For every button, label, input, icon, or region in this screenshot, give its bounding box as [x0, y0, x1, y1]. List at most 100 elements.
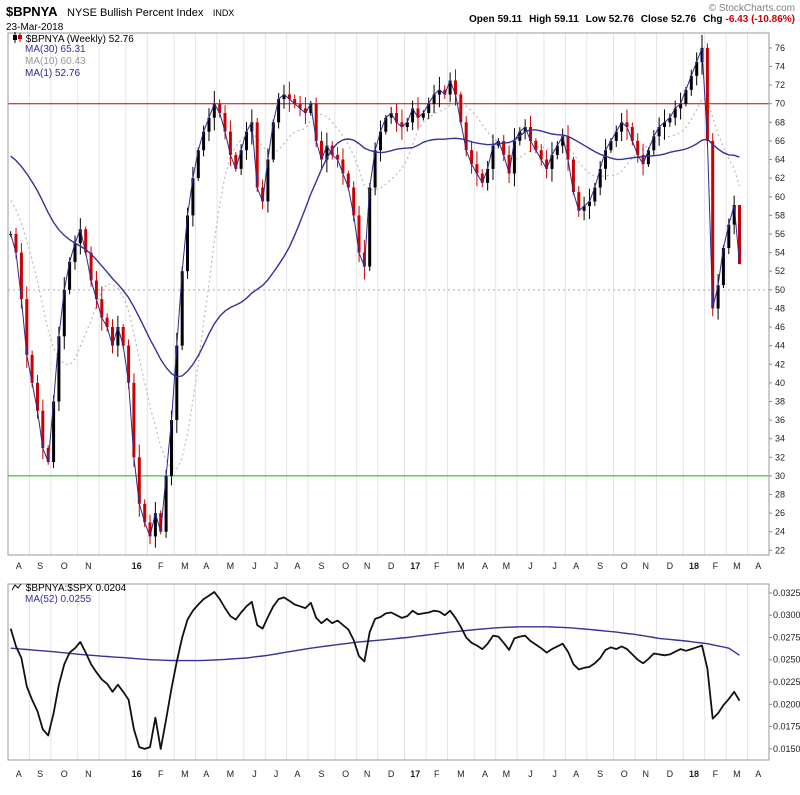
- svg-text:76: 76: [775, 43, 785, 53]
- svg-text:68: 68: [775, 117, 785, 127]
- svg-text:O: O: [61, 769, 68, 779]
- y-axis-labels: 22 24 26 28 30 32 34 36 38 40 42 44 46 48 50 52 54 56 58 60…: [769, 43, 785, 555]
- svg-text:F: F: [434, 769, 440, 779]
- month-gridlines: [28, 584, 749, 760]
- svg-text:M: M: [503, 561, 511, 571]
- candlesticks: [9, 35, 741, 548]
- exchange-label: INDX: [212, 8, 235, 18]
- svg-text:62: 62: [775, 173, 785, 183]
- svg-text:44: 44: [775, 341, 785, 351]
- svg-text:40: 40: [775, 378, 785, 388]
- svg-text:28: 28: [775, 490, 785, 500]
- chart-date: 23-Mar-2018: [6, 22, 64, 33]
- svg-text:F: F: [434, 561, 440, 571]
- svg-text:A: A: [482, 769, 488, 779]
- index-name: NYSE Bullish Percent Index: [67, 7, 204, 19]
- close-label: Close: [640, 14, 669, 25]
- x-axis-labels: A S O N 16 F M A M J J A S O N D 17 F M A M J J A S O N D 18 F M A: [16, 561, 762, 571]
- svg-text:J: J: [528, 769, 533, 779]
- svg-text:D: D: [667, 561, 674, 571]
- svg-text:A: A: [482, 561, 488, 571]
- ma1-close-line: [10, 47, 740, 539]
- svg-text:D: D: [667, 769, 674, 779]
- svg-text:16: 16: [132, 769, 142, 779]
- svg-text:34: 34: [775, 434, 785, 444]
- ratio-line: [9, 591, 741, 750]
- chg-label: Chg: [703, 14, 723, 25]
- svg-text:S: S: [319, 561, 325, 571]
- svg-text:A: A: [755, 561, 761, 571]
- stockcharts-copyright: © StockCharts.com: [708, 3, 795, 14]
- svg-text:0.0225: 0.0225: [773, 677, 800, 687]
- plot-border: [7, 32, 770, 556]
- symbol-ticker: $BPNYA: [6, 4, 58, 19]
- svg-text:F: F: [158, 769, 164, 779]
- svg-text:22: 22: [775, 545, 785, 555]
- svg-text:O: O: [342, 769, 349, 779]
- svg-text:O: O: [621, 561, 628, 571]
- svg-text:74: 74: [775, 61, 785, 71]
- open-value: 59.11: [497, 14, 523, 25]
- plot-background: [8, 33, 769, 555]
- svg-text:18: 18: [689, 769, 699, 779]
- svg-text:O: O: [61, 561, 68, 571]
- high-value: 59.11: [554, 14, 579, 25]
- svg-text:M: M: [457, 561, 465, 571]
- main-chart-svg: 22 24 26 28 30 32 34 36 38 40 42 44 46 48 50 52 54 56 58 60…: [7, 32, 785, 571]
- svg-text:J: J: [552, 561, 557, 571]
- svg-text:J: J: [274, 561, 279, 571]
- svg-text:A: A: [573, 561, 579, 571]
- svg-text:36: 36: [775, 415, 785, 425]
- svg-text:O: O: [621, 769, 628, 779]
- svg-text:42: 42: [775, 359, 785, 369]
- svg-text:D: D: [388, 561, 395, 571]
- svg-text:64: 64: [775, 155, 785, 165]
- plot-background: [8, 584, 769, 760]
- svg-text:S: S: [597, 561, 603, 571]
- high-label: High: [529, 14, 552, 25]
- lower-chart-svg: 0.0150 0.0175 0.0200 0.0225 0.0250 0.0275 0.03…: [7, 583, 800, 779]
- month-gridlines: [28, 33, 749, 555]
- low-value: 52.76: [608, 14, 634, 25]
- svg-text:A: A: [755, 769, 761, 779]
- svg-text:A: A: [203, 769, 209, 779]
- svg-text:50: 50: [775, 285, 785, 295]
- ohlc-quote-line: Open 59.11 High 59.11 Low 52.76 Close 52.76 Chg -…: [462, 14, 795, 25]
- svg-text:N: N: [85, 561, 92, 571]
- svg-text:N: N: [642, 561, 649, 571]
- svg-text:N: N: [364, 769, 371, 779]
- chart-header: $BPNYA NYSE Bullish Percent Index INDX 2…: [0, 0, 800, 33]
- svg-text:17: 17: [410, 561, 420, 571]
- svg-text:M: M: [181, 769, 189, 779]
- svg-text:26: 26: [775, 508, 785, 518]
- svg-text:38: 38: [775, 396, 785, 406]
- svg-text:30: 30: [775, 471, 785, 481]
- svg-text:52: 52: [775, 266, 785, 276]
- svg-text:0.0200: 0.0200: [773, 699, 800, 709]
- svg-text:24: 24: [775, 527, 785, 537]
- svg-text:N: N: [85, 769, 92, 779]
- svg-text:0.0275: 0.0275: [773, 632, 800, 642]
- svg-text:72: 72: [775, 80, 785, 90]
- svg-text:M: M: [457, 769, 465, 779]
- svg-text:D: D: [388, 769, 395, 779]
- svg-text:0.0300: 0.0300: [773, 610, 800, 620]
- svg-text:S: S: [37, 561, 43, 571]
- svg-text:M: M: [227, 561, 235, 571]
- svg-text:F: F: [713, 769, 719, 779]
- plot-border: [7, 583, 770, 761]
- svg-text:N: N: [642, 769, 649, 779]
- svg-text:18: 18: [689, 561, 699, 571]
- svg-text:54: 54: [775, 248, 785, 258]
- main-price-chart: 22 24 26 28 30 32 34 36 38 40 42 44 46 48 50 52 54 56 58 60…: [0, 27, 800, 579]
- svg-text:F: F: [713, 561, 719, 571]
- svg-text:O: O: [342, 561, 349, 571]
- svg-text:0.0175: 0.0175: [773, 722, 800, 732]
- header-right: © StockCharts.com Open 59.11 High 59.11 Low 5…: [462, 3, 795, 25]
- svg-text:N: N: [364, 561, 371, 571]
- svg-text:0.0150: 0.0150: [773, 744, 800, 754]
- svg-text:S: S: [597, 769, 603, 779]
- svg-text:A: A: [16, 769, 22, 779]
- svg-text:66: 66: [775, 136, 785, 146]
